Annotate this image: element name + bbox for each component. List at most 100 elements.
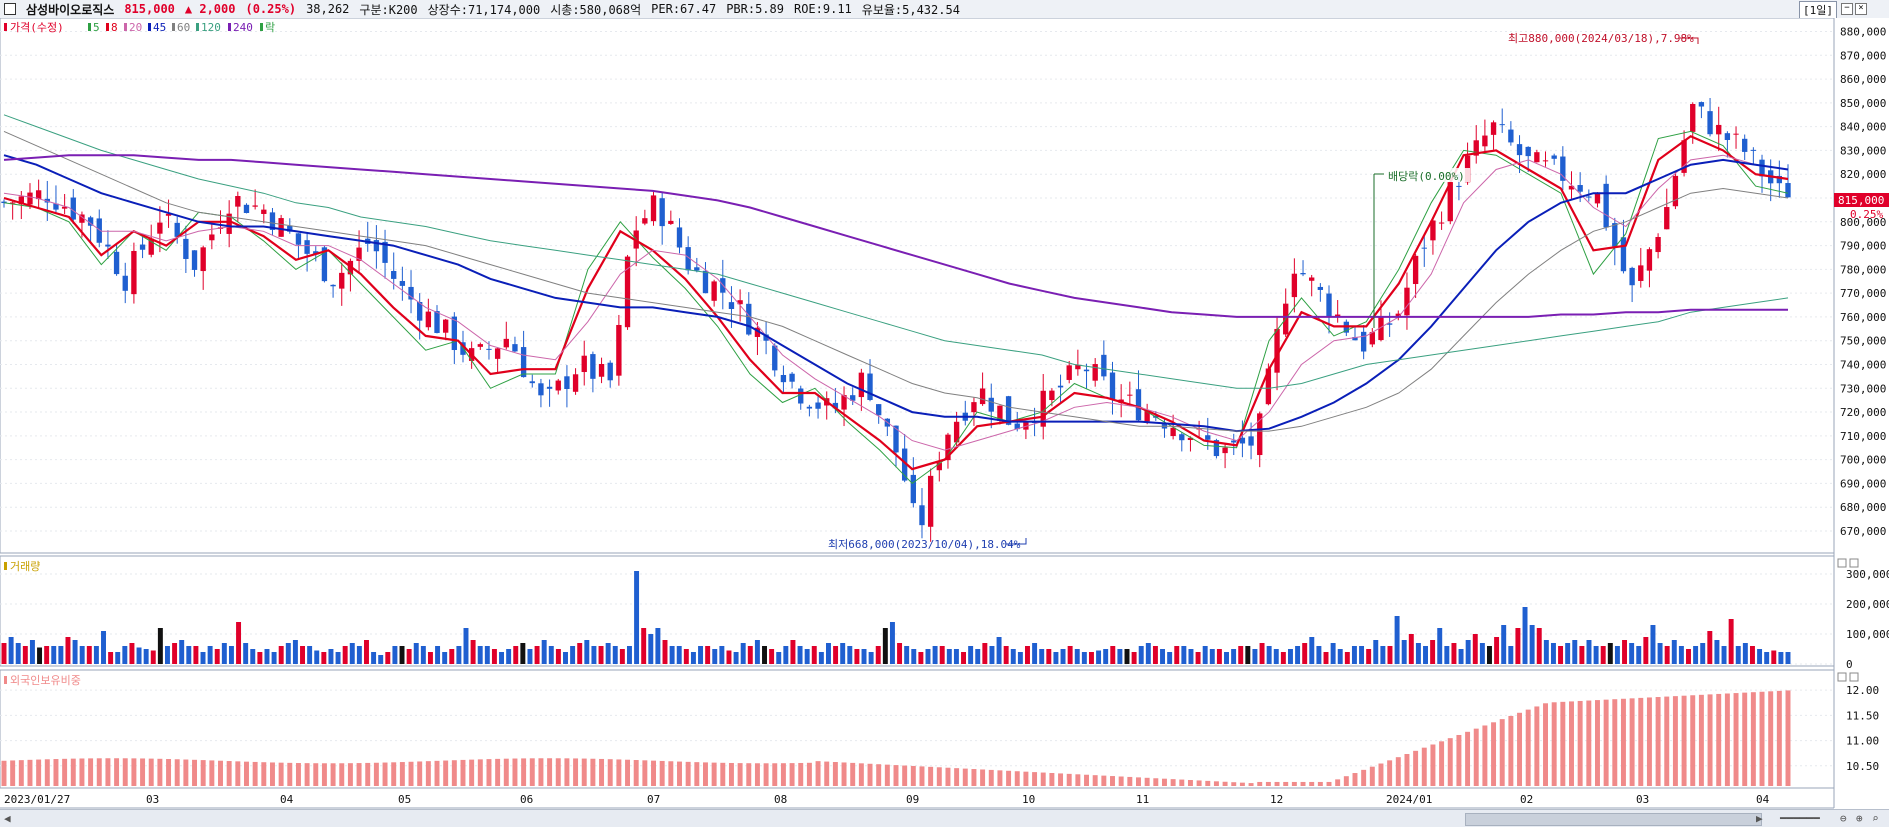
- candle-body: [1413, 256, 1418, 284]
- foreign-bar: [885, 765, 890, 786]
- volume-bar: [648, 634, 653, 664]
- y-tick-label: 820,000: [1840, 168, 1886, 181]
- foreign-bar: [963, 769, 968, 786]
- foreign-bar: [391, 762, 396, 786]
- foreign-bar: [642, 760, 647, 786]
- candle-body: [1552, 155, 1557, 158]
- candle-body: [547, 387, 552, 389]
- foreign-bar: [1283, 782, 1288, 786]
- volume-bar: [343, 646, 348, 664]
- candle-body: [867, 374, 872, 400]
- minimize-icon[interactable]: −: [1841, 3, 1853, 15]
- candle-body: [1534, 152, 1539, 162]
- candle-body: [1179, 434, 1184, 440]
- candle-body: [1309, 277, 1314, 280]
- foreign-bar: [1318, 782, 1323, 786]
- x-tick-label: 07: [647, 793, 660, 806]
- volume-bar: [776, 652, 781, 664]
- foreign-bar: [1586, 701, 1591, 786]
- candle-body: [157, 223, 162, 234]
- candle-body: [781, 375, 786, 382]
- volume-bar: [1544, 640, 1549, 664]
- volume-bar: [1508, 646, 1513, 664]
- volume-bar: [1594, 646, 1599, 664]
- volume-bar: [1643, 637, 1648, 664]
- horizontal-scrollbar[interactable]: ◀ ▶ ━━━━━━ ⊖ ⊕ ⌕: [0, 809, 1889, 827]
- volume-bar: [492, 649, 497, 664]
- candle-body: [538, 383, 543, 395]
- volume-bar: [1132, 652, 1137, 664]
- close-icon[interactable]: ×: [1855, 3, 1867, 15]
- foreign-bar: [261, 762, 266, 786]
- candle-body: [252, 205, 257, 206]
- foreign-bar: [521, 758, 526, 786]
- zoom-out-icon[interactable]: ⊖: [1840, 812, 1847, 825]
- candle-body: [105, 245, 110, 247]
- y-tick-label: 790,000: [1840, 240, 1886, 253]
- checkbox-icon[interactable]: [4, 3, 16, 15]
- foreign-bar: [876, 764, 881, 786]
- candle-body: [131, 251, 136, 294]
- x-tick-label: 03: [1636, 793, 1649, 806]
- volume-bar: [179, 640, 184, 664]
- volume-bar: [1629, 643, 1634, 664]
- zoom-slider[interactable]: ━━━━━━: [1780, 812, 1820, 825]
- scroll-right-icon[interactable]: ▶: [1756, 812, 1763, 825]
- volume-bar: [208, 646, 213, 664]
- foreign-bar: [1023, 772, 1028, 786]
- volume-bar: [137, 648, 142, 665]
- stock-chart: 670,000 680,000 690,000 700,000 710,000 720,0…: [0, 18, 1889, 826]
- foreign-bar: [409, 762, 414, 786]
- volume-bar: [229, 646, 234, 664]
- candle-body: [1491, 122, 1496, 135]
- foreign-bar: [989, 770, 994, 786]
- volume-bar: [407, 649, 412, 664]
- candle-body: [278, 218, 283, 237]
- scroll-left-icon[interactable]: ◀: [4, 812, 11, 825]
- x-tick-label: 09: [906, 793, 919, 806]
- volume-bar: [279, 646, 284, 664]
- last-pct-label: 0.25%: [1850, 208, 1883, 221]
- foreign-bar: [1153, 778, 1158, 786]
- volume-bar: [1174, 646, 1179, 664]
- candle-body: [1101, 355, 1106, 377]
- candle-body: [530, 381, 535, 383]
- foreign-bar: [850, 763, 855, 786]
- foreign-bar: [1145, 778, 1150, 786]
- volume-bar: [250, 649, 255, 664]
- candle-body: [1500, 124, 1505, 125]
- volume-bar: [478, 646, 483, 664]
- foreign-bar: [1690, 695, 1695, 786]
- volume-bar: [1167, 652, 1172, 664]
- foreign-bar: [1638, 698, 1643, 786]
- foreign-bar: [556, 758, 561, 786]
- volume-bar: [1437, 628, 1442, 664]
- search-icon[interactable]: ⌕: [1872, 812, 1879, 825]
- period-selector[interactable]: [1일]: [1799, 1, 1837, 19]
- candle-body: [608, 363, 613, 381]
- foreign-bar: [1119, 776, 1124, 786]
- candle-body: [1318, 287, 1323, 290]
- foreign-bar: [824, 762, 829, 786]
- candle-body: [1482, 136, 1487, 147]
- foreign-bar: [781, 763, 786, 786]
- volume-bar: [627, 646, 632, 664]
- volume-bar: [1373, 640, 1378, 664]
- candle-body: [304, 240, 309, 254]
- scrollbar-thumb[interactable]: [1465, 813, 1762, 826]
- volume-bar: [1771, 651, 1776, 665]
- y-tick-label: 690,000: [1840, 477, 1886, 490]
- volume-bar: [1181, 646, 1186, 664]
- volume-bar: [1260, 643, 1265, 664]
- volume-bar: [620, 649, 625, 664]
- candle-body: [244, 205, 249, 213]
- candle-body: [1222, 448, 1227, 453]
- foreign-bar: [1500, 719, 1505, 786]
- zoom-icon[interactable]: ⊕: [1856, 812, 1863, 825]
- foreign-bar: [175, 759, 180, 786]
- volume-bar: [222, 643, 227, 664]
- volume-bar: [464, 628, 469, 664]
- volume-bar: [1075, 649, 1080, 664]
- volume-bar: [392, 646, 397, 664]
- y-tick-label: 760,000: [1840, 311, 1886, 324]
